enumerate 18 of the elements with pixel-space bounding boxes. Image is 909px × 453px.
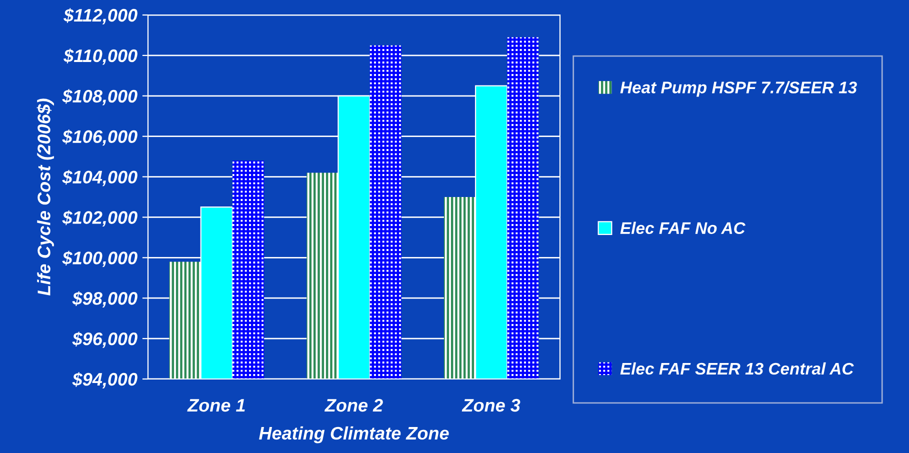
x-tick-label: Zone 2 bbox=[324, 398, 383, 412]
y-tick-label: $102,000 bbox=[62, 210, 138, 227]
y-tick-label: $100,000 bbox=[62, 250, 138, 268]
y-tick-label: $108,000 bbox=[62, 89, 138, 106]
x-tick-label: Zone 3 bbox=[462, 398, 520, 412]
legend-label: Heat Pump HSPF 7.7/SEER 13 bbox=[620, 81, 857, 97]
x-axis-title: Heating Climtate Zone bbox=[259, 426, 449, 444]
y-tick-label: $96,000 bbox=[72, 332, 138, 348]
y-tick-label: $106,000 bbox=[62, 129, 138, 146]
y-tick-label: $112,000 bbox=[64, 8, 138, 24]
y-axis-title: Life Cycle Cost (2006$) bbox=[36, 98, 54, 296]
y-tick-label: $98,000 bbox=[72, 291, 138, 308]
y-tick-label: $110,000 bbox=[64, 48, 138, 65]
y-tick-label: $104,000 bbox=[62, 170, 138, 186]
legend-label: Elec FAF No AC bbox=[620, 222, 746, 234]
y-tick-label: $94,000 bbox=[72, 372, 138, 388]
legend-label: Elec FAF SEER 13 Central AC bbox=[620, 362, 854, 375]
x-tick-label: Zone 1 bbox=[187, 399, 245, 412]
